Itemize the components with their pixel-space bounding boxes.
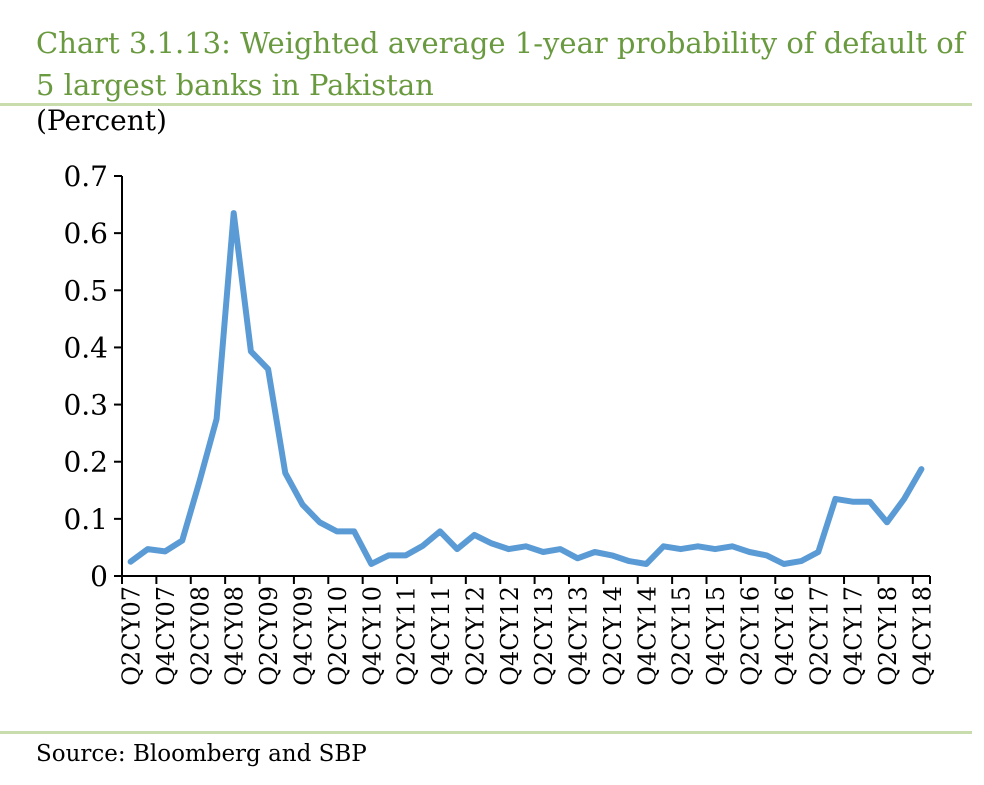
x-tick-label: Q4CY16 — [771, 586, 799, 686]
chart-title: Chart 3.1.13: Weighted average 1-year pr… — [36, 26, 965, 102]
x-tick-label: Q2CY11 — [393, 586, 421, 686]
x-tick-label: Q2CY09 — [255, 586, 283, 686]
x-tick-label: Q2CY18 — [874, 586, 902, 686]
x-tick-label: Q4CY09 — [290, 586, 318, 686]
y-tick-label: 0.3 — [63, 389, 108, 422]
x-tick-label: Q2CY12 — [461, 586, 489, 686]
x-tick-label: Q4CY10 — [358, 586, 386, 686]
x-tick-label: Q2CY14 — [599, 586, 627, 686]
y-tick-label: 0.1 — [63, 503, 108, 536]
y-tick-label: 0.5 — [63, 274, 108, 307]
x-tick-label: Q2CY10 — [324, 586, 352, 686]
series-layer — [127, 210, 925, 567]
x-tick-label: Q4CY11 — [427, 586, 455, 686]
title-divider — [0, 103, 972, 106]
x-tick-label: Q2CY16 — [736, 586, 764, 686]
y-axis: 0 0.1 0.2 0.3 0.4 0.5 0.6 0.7 — [63, 160, 123, 593]
y-tick-label: 0.2 — [63, 446, 108, 479]
x-tick-label: Q4CY17 — [840, 586, 868, 686]
x-tick-label: Q2CY15 — [668, 586, 696, 686]
y-tick-label: 0.4 — [63, 331, 108, 364]
series-line — [127, 210, 925, 567]
x-axis: Q2CY07 Q4CY07 Q2CY08 Q4CY08 Q2CY09 Q4CY09 Q2CY… — [118, 575, 936, 686]
x-tick-label: Q4CY08 — [221, 586, 249, 686]
x-tick-label: Q4CY15 — [702, 586, 730, 686]
y-tick-label: 0.7 — [63, 160, 108, 193]
x-tick-label: Q4CY14 — [633, 586, 661, 686]
x-tick-label: Q4CY13 — [565, 586, 593, 686]
y-tick-label: 0.6 — [63, 217, 108, 250]
source-note: Source: Bloomberg and SBP — [36, 741, 367, 767]
x-tick-label: Q4CY07 — [152, 586, 180, 686]
x-tick-label: Q4CY12 — [496, 586, 524, 686]
unit-label: (Percent) — [36, 104, 167, 137]
x-tick-label: Q2CY07 — [118, 586, 146, 686]
y-tick-label: 0 — [90, 560, 108, 593]
x-tick-label: Q2CY17 — [805, 586, 833, 686]
source-divider — [0, 731, 972, 734]
x-tick-label: Q4CY18 — [908, 586, 936, 686]
x-tick-label: Q2CY13 — [530, 586, 558, 686]
x-tick-label: Q2CY08 — [186, 586, 214, 686]
